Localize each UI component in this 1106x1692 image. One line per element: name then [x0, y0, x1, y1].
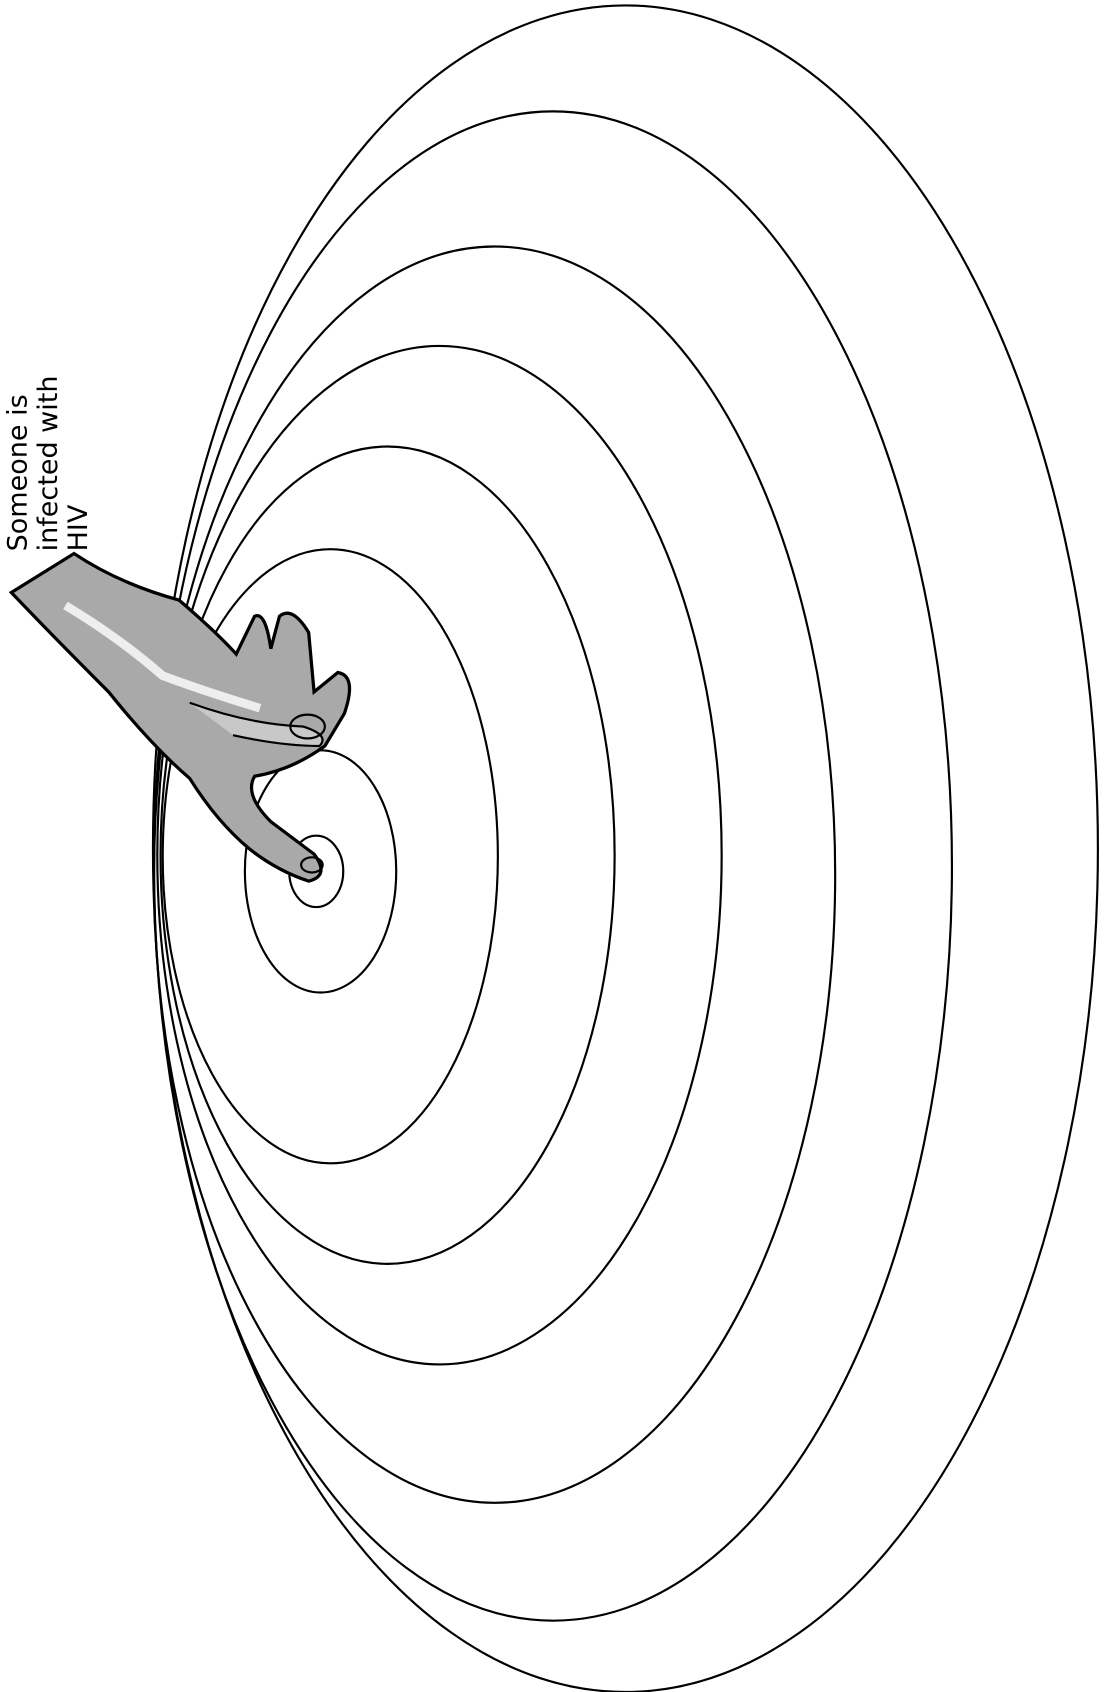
fingernail [300, 856, 324, 874]
hand-shape [8, 551, 352, 883]
ripple [161, 548, 499, 1165]
ripple [159, 445, 616, 1265]
hand-highlight [63, 601, 262, 713]
thumbnail [289, 713, 326, 740]
label-line: infected with [33, 375, 64, 551]
ripple [156, 344, 723, 1366]
label: Someone is infected with HIV [2, 375, 94, 551]
ripples [152, 4, 1099, 1692]
ripple [152, 245, 837, 1504]
hand [8, 551, 352, 883]
ripple [152, 4, 1099, 1692]
label-line: Someone is [2, 394, 33, 551]
label-line: HIV [63, 504, 94, 551]
